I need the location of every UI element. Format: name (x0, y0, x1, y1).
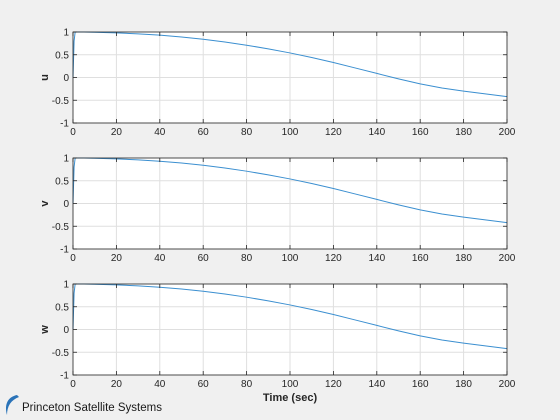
y-tick-label: 0 (63, 73, 69, 84)
x-tick-label: 20 (111, 253, 123, 264)
y-tick-label: -0.5 (52, 96, 70, 107)
y-tick-label: -1 (60, 119, 69, 130)
logo-text: Princeton Satellite Systems (22, 402, 162, 414)
x-tick-label: 200 (499, 379, 516, 390)
x-tick-label: 40 (154, 379, 166, 390)
x-tick-label: 40 (154, 127, 166, 138)
x-tick-label: 20 (111, 127, 123, 138)
y-tick-label: -1 (60, 245, 69, 256)
swoosh-logo-icon (6, 395, 19, 415)
subplot-u: 0 20 40 60 80 100 120 140 160 180 200 -1 -0.5 0 0.5 1 u (39, 28, 516, 139)
x-tick-label: 80 (241, 253, 253, 264)
x-tick-label: 20 (111, 379, 123, 390)
x-tick-label: 60 (198, 379, 210, 390)
x-tick-label: 120 (325, 253, 342, 264)
y-axis-label: w (39, 325, 51, 335)
x-tick-label: 120 (325, 379, 342, 390)
x-tick-label: 100 (282, 127, 299, 138)
subplot-w: 0 20 40 60 80 100 120 140 160 180 200 -1 -0.5 0 0.5 1 w T… (39, 280, 516, 405)
y-tick-label: 1 (63, 154, 69, 165)
subplot-v: 0 20 40 60 80 100 120 140 160 180 200 -1 -0.5 0 0.5 1 v (39, 154, 516, 265)
y-tick-label: 0 (63, 199, 69, 210)
y-axis-label: u (39, 74, 51, 81)
x-tick-label: 160 (412, 253, 429, 264)
x-tick-label: 160 (412, 379, 429, 390)
x-tick-label: 180 (455, 253, 472, 264)
y-tick-label: 0.5 (55, 302, 69, 313)
y-axis-label: v (39, 200, 51, 207)
x-tick-label: 100 (282, 379, 299, 390)
x-tick-label: 140 (368, 253, 385, 264)
x-tick-label: 120 (325, 127, 342, 138)
x-tick-label: 180 (455, 127, 472, 138)
x-tick-label: 0 (70, 253, 76, 264)
y-tick-label: 0 (63, 325, 69, 336)
x-tick-label: 0 (70, 127, 76, 138)
y-tick-label: -0.5 (52, 348, 70, 359)
y-tick-label: 0.5 (55, 176, 69, 187)
y-tick-label: 1 (63, 280, 69, 291)
x-tick-label: 60 (198, 127, 210, 138)
x-tick-label: 200 (499, 253, 516, 264)
x-axis-label: Time (sec) (263, 392, 318, 404)
x-tick-label: 140 (368, 379, 385, 390)
x-tick-label: 160 (412, 127, 429, 138)
x-tick-label: 40 (154, 253, 166, 264)
logo: Princeton Satellite Systems (4, 392, 162, 418)
x-tick-label: 60 (198, 253, 210, 264)
x-tick-label: 80 (241, 379, 253, 390)
y-tick-label: -1 (60, 371, 69, 382)
x-tick-label: 80 (241, 127, 253, 138)
y-tick-label: 0.5 (55, 50, 69, 61)
x-tick-label: 200 (499, 127, 516, 138)
y-tick-label: 1 (63, 28, 69, 39)
x-tick-label: 140 (368, 127, 385, 138)
x-tick-label: 0 (70, 379, 76, 390)
y-tick-label: -0.5 (52, 222, 70, 233)
x-tick-label: 100 (282, 253, 299, 264)
x-tick-label: 180 (455, 379, 472, 390)
